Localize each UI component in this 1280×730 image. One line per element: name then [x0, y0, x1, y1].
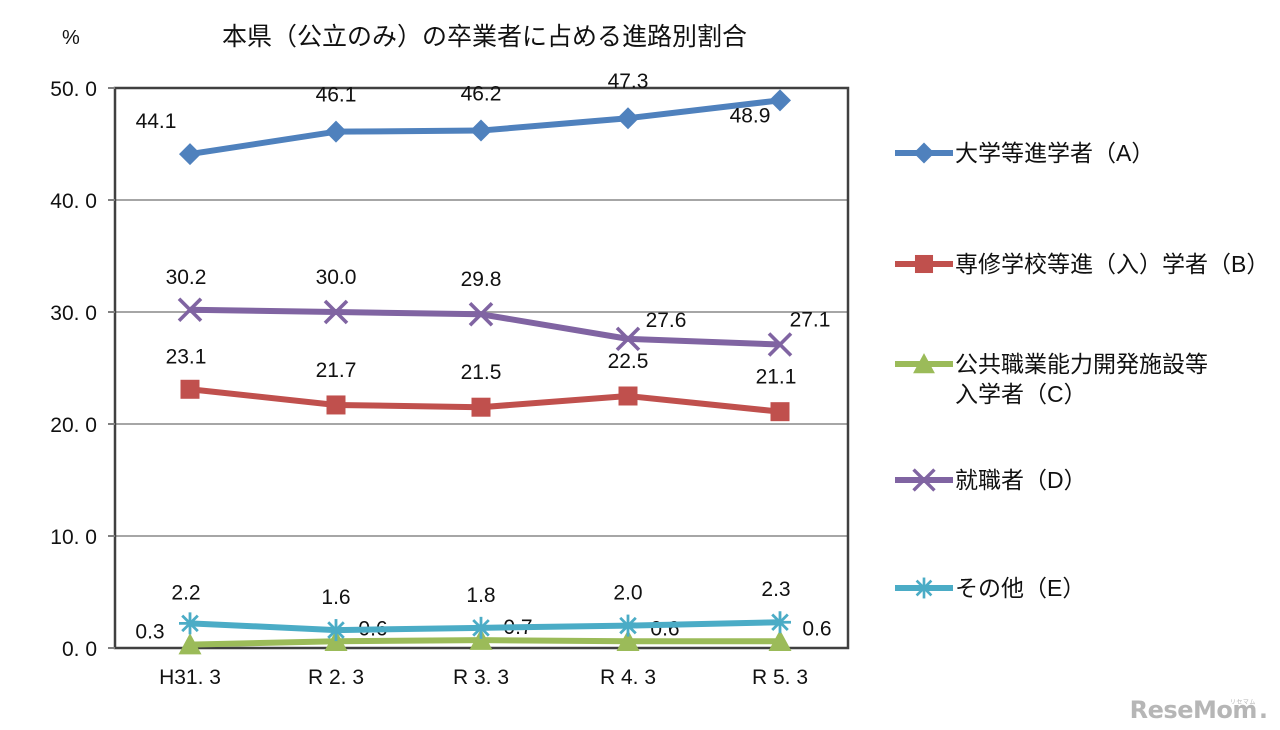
y-axis-tick-label: 0. 0: [62, 638, 97, 661]
chart-legend: 大学等進学者（A） 専修学校等進（入）学者（B） 公共職業能力開発施設等 入学者（C…: [893, 138, 1273, 618]
y-axis-tick-label: 10. 0: [50, 526, 97, 549]
legend-label: 専修学校等進（入）学者（B）: [955, 251, 1270, 277]
data-label-E: 2.3: [761, 578, 790, 601]
data-label-D: 29.8: [461, 268, 502, 291]
cross-marker-icon: [893, 465, 955, 495]
data-label-B: 21.7: [316, 359, 357, 382]
asterisk-marker-icon: [893, 573, 955, 603]
legend-label: 大学等進学者（A）: [955, 140, 1155, 166]
series-B: [180, 379, 790, 422]
x-axis-tick-label: R 2. 3: [308, 666, 364, 689]
chart-title: 本県（公立のみ）の卒業者に占める進路別割合: [222, 23, 748, 51]
data-label-A: 47.3: [608, 70, 649, 93]
data-label-D: 30.0: [316, 266, 357, 289]
y-axis-tick-label: 30. 0: [50, 302, 97, 325]
data-label-E: 2.0: [613, 582, 642, 605]
x-axis-tick-label: R 4. 3: [600, 666, 656, 689]
data-label-B: 22.5: [608, 350, 649, 373]
legend-item-4[interactable]: 就職者（D）: [893, 465, 1087, 495]
legend-label: 就職者（D）: [955, 467, 1087, 493]
resemom-watermark: ReseMom リセマム .: [1130, 698, 1268, 722]
x-axis-tick-label: R 3. 3: [453, 666, 509, 689]
legend-label: 公共職業能力開発施設等 入学者（C）: [955, 351, 1208, 407]
y-axis-unit-label: %: [62, 27, 80, 49]
data-label-A: 46.1: [316, 84, 357, 107]
watermark-kana: リセマム: [1229, 700, 1256, 706]
series-E: [179, 611, 791, 642]
legend-item-3[interactable]: 公共職業能力開発施設等 入学者（C）: [893, 349, 1208, 409]
data-label-A: 46.2: [461, 83, 502, 106]
y-axis-tick-label: 50. 0: [50, 78, 97, 101]
diamond-marker-icon: [893, 138, 955, 168]
data-label-B: 23.1: [166, 345, 207, 368]
series-A: [179, 89, 791, 166]
legend-item-1[interactable]: 大学等進学者（A）: [893, 138, 1154, 168]
triangle-marker-icon: [893, 349, 955, 379]
y-axis-tick-label: 20. 0: [50, 414, 97, 437]
data-label-D: 30.2: [166, 266, 207, 289]
legend-item-2[interactable]: 専修学校等進（入）学者（B）: [893, 249, 1269, 279]
legend-label: その他（E）: [955, 575, 1086, 601]
data-label-C: 0.3: [135, 621, 164, 644]
data-label-A: 48.9: [730, 104, 771, 127]
series-D: [177, 297, 793, 357]
legend-item-5[interactable]: その他（E）: [893, 573, 1085, 603]
data-label-A: 44.1: [136, 110, 177, 133]
data-label-E: 1.6: [321, 586, 350, 609]
data-label-C: 0.6: [802, 617, 831, 640]
data-label-C: 0.6: [650, 617, 679, 640]
data-label-D: 27.1: [790, 308, 831, 331]
x-axis-tick-label: R 5. 3: [752, 666, 808, 689]
y-axis-tick-label: 40. 0: [50, 190, 97, 213]
x-axis-tick-label: H31. 3: [159, 666, 221, 689]
data-label-E: 1.8: [466, 584, 495, 607]
square-marker-icon: [893, 249, 955, 279]
watermark-dot: .: [1258, 696, 1268, 724]
watermark-brand: ReseMom: [1129, 696, 1258, 724]
data-label-E: 2.2: [171, 581, 200, 604]
data-label-D: 27.6: [646, 309, 687, 332]
data-label-B: 21.1: [756, 366, 797, 389]
data-label-B: 21.5: [461, 361, 502, 384]
